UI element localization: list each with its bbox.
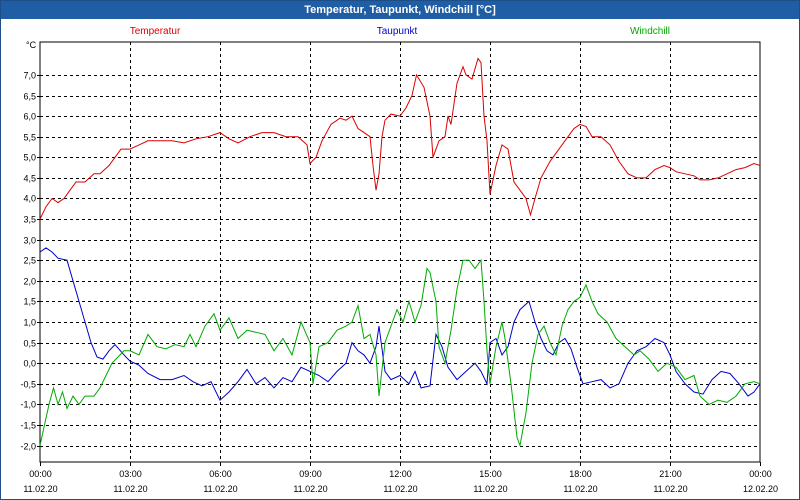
x-tick-time: 21:00 xyxy=(659,469,682,479)
legend: Temperatur Taupunkt Windchill xyxy=(130,26,670,37)
y-unit-label: °C xyxy=(26,40,37,50)
y-tick-label: 4,5 xyxy=(23,174,36,184)
y-tick-label: 6,5 xyxy=(23,92,36,102)
x-tick-time: 03:00 xyxy=(119,469,142,479)
series-lines xyxy=(39,57,761,448)
x-tick-time: 18:00 xyxy=(569,469,592,479)
x-tick-time: 15:00 xyxy=(479,469,502,479)
x-tick-date: 11.02.20 xyxy=(293,484,327,494)
legend-windchill: Windchill xyxy=(630,26,670,37)
y-tick-label: 4,0 xyxy=(23,194,36,204)
x-tick-date: 11.02.20 xyxy=(113,484,147,494)
x-tick-time: 06:00 xyxy=(209,469,232,479)
y-tick-label: 0,5 xyxy=(23,339,36,349)
x-tick-date: 11.02.20 xyxy=(473,484,507,494)
y-tick-label: 2,0 xyxy=(23,277,36,287)
x-tick-date: 11.02.20 xyxy=(563,484,597,494)
x-tick-time: 00:00 xyxy=(29,469,52,479)
y-tick-label: -1,5 xyxy=(20,421,36,431)
series-line-windchill xyxy=(39,258,761,448)
x-tick-date: 11.02.20 xyxy=(23,484,57,494)
x-tick-time: 12:00 xyxy=(389,469,412,479)
y-tick-label: 1,5 xyxy=(23,297,36,307)
y-tick-label: -0,5 xyxy=(20,380,36,390)
y-tick-label: 5,5 xyxy=(23,133,36,143)
y-tick-label: 1,0 xyxy=(23,318,36,328)
x-axis: 00:00 11.02.20 03:00 11.02.20 06:00 11.02.20 0… xyxy=(23,462,778,494)
y-tick-label: 0,0 xyxy=(23,359,36,369)
y-tick-label: 5,0 xyxy=(23,153,36,163)
x-tick-date: 12.02.20 xyxy=(743,484,778,494)
y-tick-label: 7,0 xyxy=(23,71,36,81)
y-tick-label: -1,0 xyxy=(20,400,36,410)
y-tick-label: 6,0 xyxy=(23,112,36,122)
y-tick-label: 2,5 xyxy=(23,256,36,266)
legend-temperatur: Temperatur xyxy=(130,26,181,37)
series-line-taupunkt xyxy=(39,247,761,402)
y-tick-label: 3,0 xyxy=(23,236,36,246)
grid-lines xyxy=(39,41,761,463)
x-tick-date: 11.02.20 xyxy=(383,484,417,494)
x-tick-time: 00:00 xyxy=(749,469,772,479)
chart-title: Temperatur, Taupunkt, Windchill [°C] xyxy=(1,1,799,19)
x-tick-date: 11.02.20 xyxy=(653,484,687,494)
x-tick-date: 11.02.20 xyxy=(203,484,237,494)
y-tick-label: 3,5 xyxy=(23,215,36,225)
legend-taupunkt: Taupunkt xyxy=(377,26,418,37)
y-axis: 7,0 6,5 6,0 5,5 5,0 4,5 4,0 3,5 3,0 2,5 2,0 1,5 1,0 0… xyxy=(20,71,40,452)
x-tick-time: 09:00 xyxy=(299,469,322,479)
series-line-temperatur xyxy=(39,57,761,220)
y-tick-label: -2,0 xyxy=(20,442,36,452)
